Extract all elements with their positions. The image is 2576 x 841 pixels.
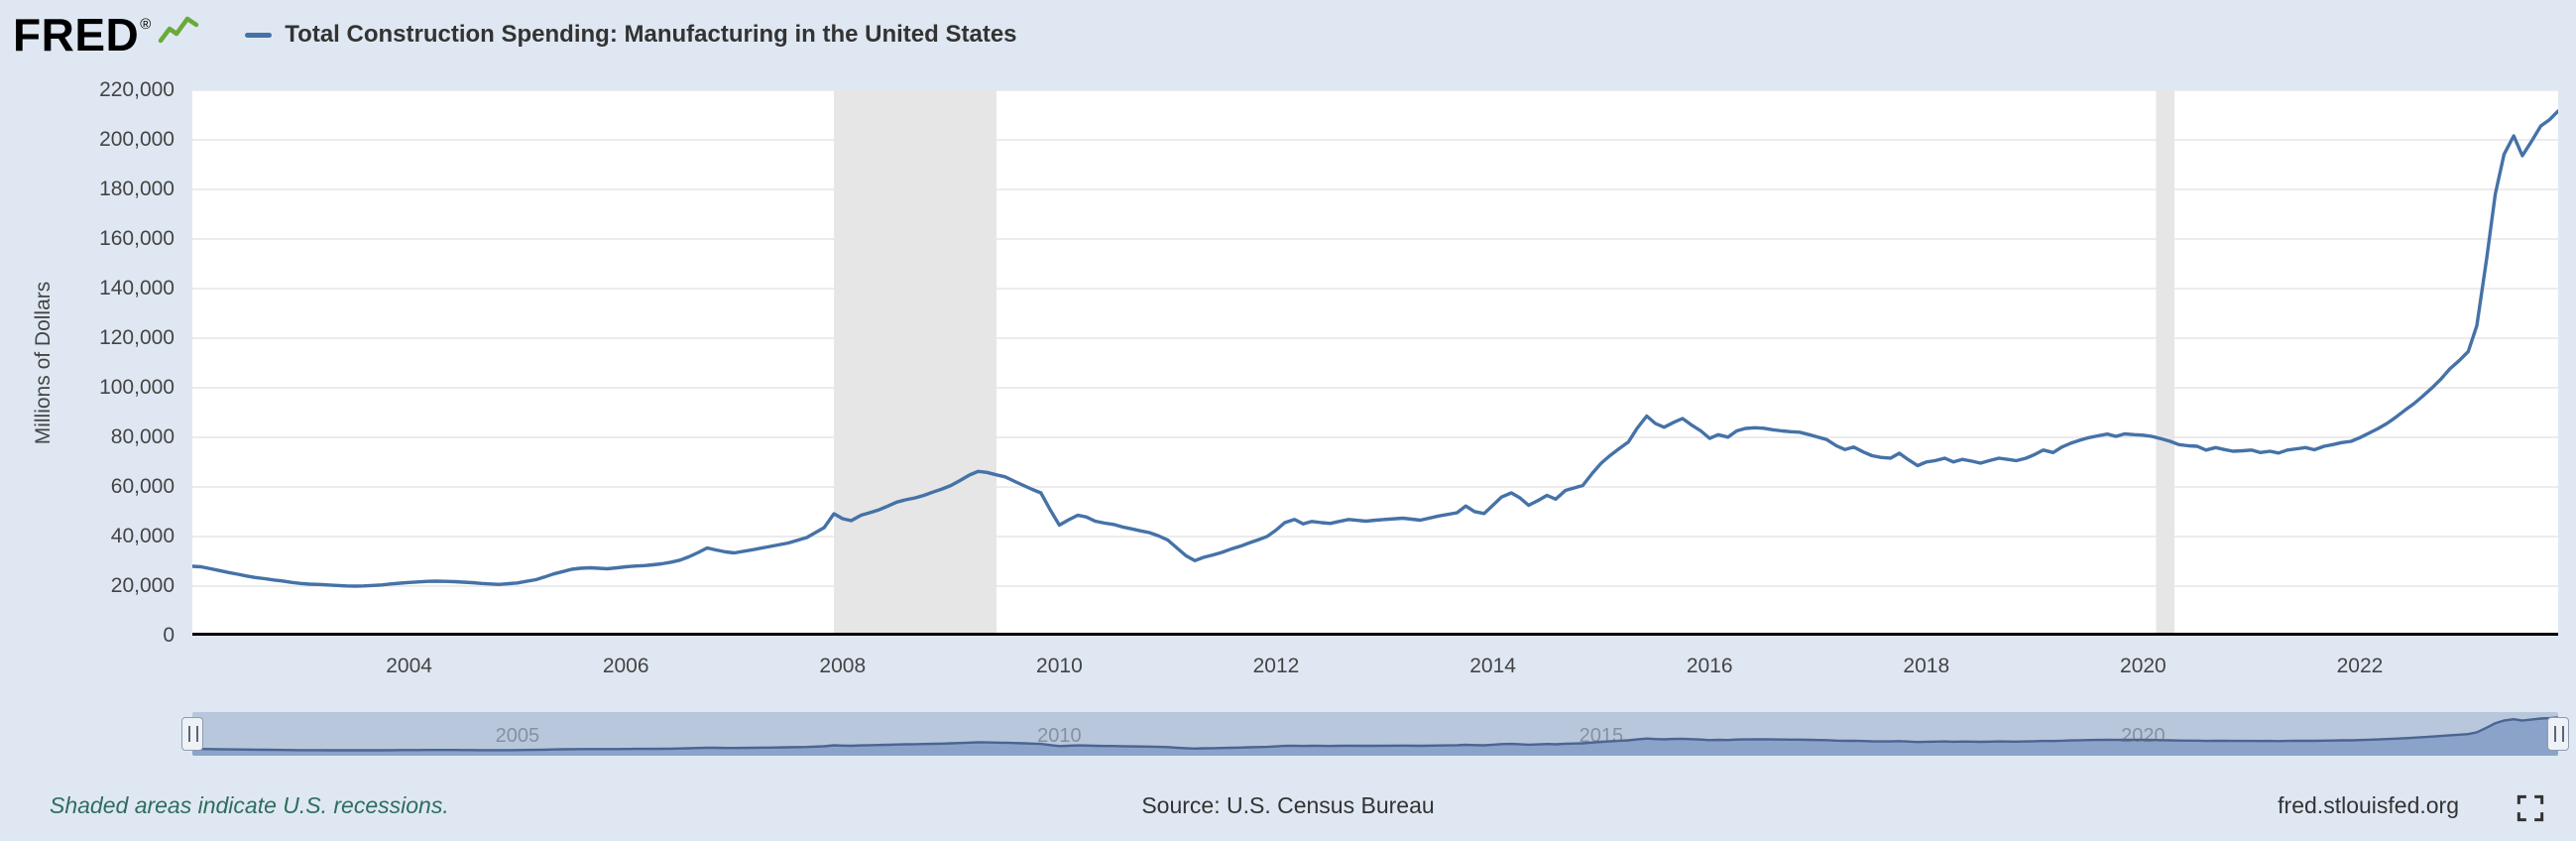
x-tick-label: 2004: [386, 655, 432, 677]
y-tick-label: 160,000: [99, 227, 175, 250]
legend-series-label: Total Construction Spending: Manufacturi…: [285, 21, 1017, 48]
legend-line-swatch: [245, 32, 273, 38]
fullscreen-button[interactable]: [2515, 793, 2546, 825]
y-tick-label: 40,000: [110, 525, 175, 547]
source-link[interactable]: Source: U.S. Census Bureau: [1141, 792, 1435, 818]
range-handle-right[interactable]: [2547, 717, 2569, 751]
x-tick-label: 2014: [1469, 655, 1516, 677]
series-legend: Total Construction Spending: Manufacturi…: [245, 21, 1017, 49]
x-tick-label: 2008: [819, 655, 867, 677]
y-tick-label: 200,000: [99, 128, 175, 151]
x-tick-label: 2018: [1903, 655, 1950, 677]
fred-logo[interactable]: FRED ®: [13, 12, 199, 58]
recession-band: [834, 90, 996, 636]
y-tick-label: 100,000: [99, 376, 175, 399]
navigator-area: [192, 717, 2558, 756]
x-tick-label: 2012: [1252, 655, 1300, 677]
fullscreen-icon: [2517, 794, 2544, 822]
x-tick-label: 2020: [2120, 655, 2166, 677]
registered-trademark: ®: [140, 16, 152, 33]
fred-sparkline-icon: [158, 14, 199, 53]
range-handle-left[interactable]: [181, 717, 203, 751]
x-tick-label: 2022: [2336, 655, 2384, 677]
y-tick-label: 80,000: [110, 425, 175, 448]
range-selector-track[interactable]: [192, 712, 2558, 756]
y-tick-label: 0: [163, 624, 175, 647]
recession-note-link[interactable]: Shaded areas indicate U.S. recessions.: [50, 792, 449, 818]
main-chart-svg: [192, 90, 2558, 636]
x-tick-label: 2016: [1686, 655, 1733, 677]
y-tick-label: 140,000: [99, 277, 175, 300]
navigator-line: [192, 716, 2558, 752]
y-tick-label: 20,000: [110, 574, 175, 597]
chart-header: FRED ® Total Construction Spending: Manu…: [13, 8, 1017, 61]
plot-area[interactable]: [192, 90, 2558, 636]
fred-site-link[interactable]: fred.stlouisfed.org: [2278, 792, 2459, 818]
x-tick-label: 2010: [1036, 655, 1083, 677]
fred-logo-text: FRED: [13, 9, 140, 60]
y-tick-label: 60,000: [110, 475, 175, 498]
y-tick-label: 220,000: [99, 78, 175, 101]
x-tick-label: 2006: [602, 655, 649, 677]
y-tick-label: 120,000: [99, 326, 175, 349]
y-axis-title: Millions of Dollars: [32, 281, 55, 445]
y-tick-label: 180,000: [99, 178, 175, 200]
recession-band: [2156, 90, 2175, 636]
navigator-mini-chart: [192, 716, 2558, 756]
series-line: [192, 109, 2558, 588]
